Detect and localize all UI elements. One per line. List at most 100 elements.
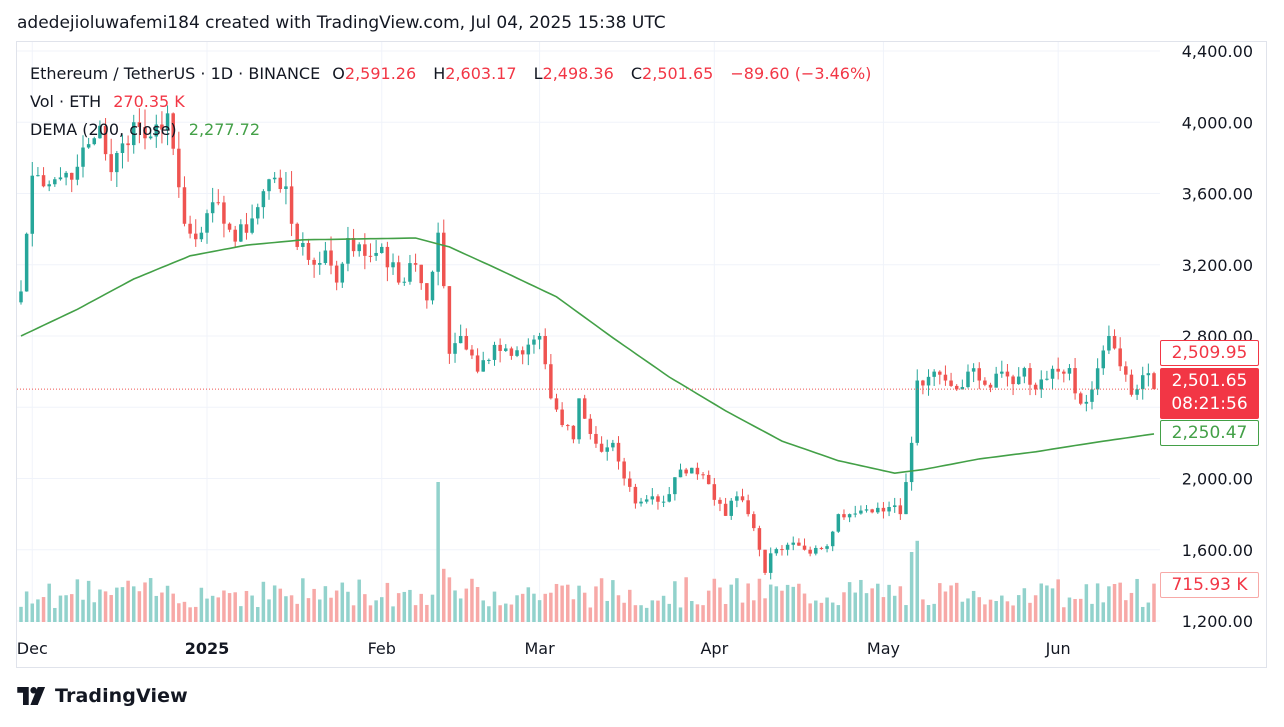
chart-area[interactable]: 1,200.001,600.002,000.002,400.002,800.00… bbox=[16, 41, 1267, 668]
candle-body bbox=[103, 125, 108, 155]
volume-bar bbox=[419, 593, 423, 622]
volume-bar bbox=[1140, 606, 1145, 622]
candle-body bbox=[81, 147, 85, 167]
volume-bar bbox=[430, 594, 435, 622]
candle-body bbox=[120, 143, 125, 154]
volume-bar bbox=[628, 589, 632, 622]
candle-body bbox=[154, 124, 159, 137]
volume-bar bbox=[678, 607, 683, 622]
candle-body bbox=[425, 283, 429, 301]
volume-bar bbox=[447, 577, 452, 622]
candle-body bbox=[537, 336, 542, 340]
candle-body bbox=[526, 344, 531, 355]
volume-bar bbox=[509, 604, 514, 622]
volume-bar bbox=[949, 585, 953, 622]
volume-bar bbox=[402, 591, 407, 622]
legend-low-label: L bbox=[533, 64, 543, 83]
candlestick-chart[interactable]: 1,200.001,600.002,000.002,400.002,800.00… bbox=[17, 42, 1267, 668]
candle-body bbox=[644, 499, 649, 502]
candle-body bbox=[954, 385, 959, 390]
candle-body bbox=[847, 514, 852, 518]
volume-bar bbox=[1067, 597, 1072, 622]
candle-body bbox=[735, 496, 739, 501]
volume-bar bbox=[537, 600, 542, 622]
volume-bar bbox=[334, 590, 339, 622]
candle-body bbox=[723, 503, 728, 516]
volume-bar bbox=[261, 581, 266, 622]
y-tick-label: 1,600.00 bbox=[1182, 541, 1253, 560]
volume-bar bbox=[644, 607, 649, 622]
volume-bar bbox=[582, 592, 587, 622]
volume-bar bbox=[1101, 602, 1106, 622]
last-price-value: 2,501.65 bbox=[1171, 371, 1248, 391]
candle-body bbox=[1000, 371, 1004, 374]
tradingview-logo-icon bbox=[17, 687, 46, 705]
volume-bar bbox=[442, 568, 446, 622]
candle-body bbox=[757, 528, 762, 550]
tradingview-logo[interactable]: TradingView bbox=[17, 685, 188, 707]
volume-bar bbox=[109, 595, 113, 622]
candle-body bbox=[915, 380, 920, 443]
candle-body bbox=[470, 349, 474, 356]
volume-bar bbox=[566, 584, 570, 622]
dema-price-tag: 2,250.47 bbox=[1160, 420, 1259, 446]
volume-bar bbox=[667, 603, 671, 622]
candle-body bbox=[560, 409, 564, 426]
volume-bar bbox=[1073, 599, 1077, 622]
x-tick-label: Dec bbox=[17, 639, 48, 658]
legend-indicator-label[interactable]: DEMA (200, close) bbox=[30, 120, 177, 139]
candle-body bbox=[599, 443, 604, 452]
candle-body bbox=[199, 232, 204, 240]
candle-body bbox=[1067, 368, 1072, 374]
candle-body bbox=[571, 425, 576, 440]
candle-body bbox=[447, 286, 452, 354]
volume-bar bbox=[464, 588, 469, 622]
candle-body bbox=[244, 224, 249, 233]
candle-body bbox=[227, 223, 232, 230]
volume-bar bbox=[227, 593, 232, 622]
candle-body bbox=[301, 242, 305, 247]
candle-body bbox=[47, 184, 51, 187]
candle-body bbox=[318, 263, 322, 265]
volume-bar bbox=[498, 605, 502, 622]
legend-symbol[interactable]: Ethereum / TetherUS · 1D · BINANCE bbox=[30, 64, 321, 83]
candle-body bbox=[836, 514, 841, 532]
candle-body bbox=[487, 359, 491, 361]
volume-bar bbox=[154, 595, 159, 622]
candle-body bbox=[1135, 389, 1139, 395]
volume-bar bbox=[244, 590, 249, 622]
legend-volume-label[interactable]: Vol · ETH bbox=[30, 92, 102, 111]
candle-body bbox=[36, 175, 40, 177]
volume-bar bbox=[131, 586, 136, 622]
volume-bar bbox=[622, 602, 626, 622]
volume-bar bbox=[853, 592, 857, 622]
candle-body bbox=[825, 546, 829, 549]
volume-bar bbox=[611, 580, 615, 622]
candle-body bbox=[396, 262, 401, 283]
volume-bar bbox=[706, 590, 711, 622]
legend-open-label: O bbox=[332, 64, 345, 83]
volume-bar bbox=[718, 587, 722, 622]
candle-body bbox=[380, 246, 384, 253]
volume-bar bbox=[1090, 603, 1094, 622]
volume-bar bbox=[205, 598, 209, 622]
candle-body bbox=[193, 233, 198, 240]
volume-bar bbox=[1005, 601, 1010, 622]
legend-close-label: C bbox=[630, 64, 643, 83]
candle-body bbox=[272, 177, 277, 180]
volume-bar bbox=[802, 593, 807, 622]
candle-body bbox=[859, 510, 863, 514]
volume-bar bbox=[199, 587, 204, 622]
volume-bar bbox=[41, 597, 46, 622]
volume-bar bbox=[374, 600, 378, 622]
volume-bar bbox=[690, 601, 694, 622]
volume-bar bbox=[684, 577, 688, 622]
candle-body bbox=[250, 218, 254, 233]
volume-bar bbox=[487, 606, 491, 622]
volume-bar bbox=[673, 581, 677, 622]
legend-open-value: 2,591.26 bbox=[344, 64, 417, 83]
candle-body bbox=[994, 373, 998, 388]
volume-bar bbox=[1039, 583, 1044, 622]
volume-bar bbox=[408, 589, 412, 622]
volume-bar bbox=[250, 595, 254, 622]
